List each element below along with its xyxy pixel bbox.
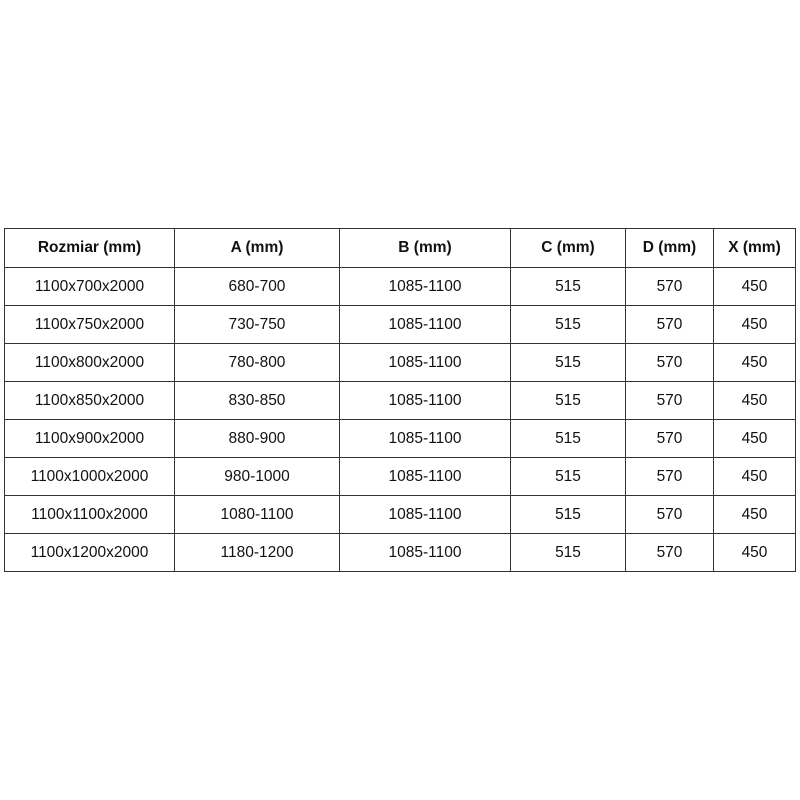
cell-x: 450	[713, 495, 796, 534]
cell-c: 515	[510, 457, 626, 496]
cell-c: 515	[510, 305, 626, 344]
cell-b: 1085-1100	[339, 419, 511, 458]
cell-d: 570	[625, 419, 714, 458]
table-row: 1100x1200x2000 1180-1200 1085-1100 515 570 45…	[4, 533, 796, 572]
cell-a: 980-1000	[174, 457, 340, 496]
cell-a: 830-850	[174, 381, 340, 420]
table-row: 1100x1100x2000 1080-1100 1085-1100 515 570 45…	[4, 495, 796, 534]
header-a: A (mm)	[174, 228, 340, 268]
cell-c: 515	[510, 267, 626, 306]
cell-x: 450	[713, 457, 796, 496]
cell-size: 1100x700x2000	[4, 267, 175, 306]
header-b: B (mm)	[339, 228, 511, 268]
cell-b: 1085-1100	[339, 343, 511, 382]
table-row: 1100x700x2000 680-700 1085-1100 515 570 450	[4, 267, 796, 306]
cell-d: 570	[625, 343, 714, 382]
cell-d: 570	[625, 267, 714, 306]
cell-c: 515	[510, 495, 626, 534]
header-x: X (mm)	[713, 228, 796, 268]
cell-size: 1100x1000x2000	[4, 457, 175, 496]
cell-c: 515	[510, 419, 626, 458]
cell-b: 1085-1100	[339, 457, 511, 496]
cell-size: 1100x1200x2000	[4, 533, 175, 572]
table-row: 1100x1000x2000 980-1000 1085-1100 515 570 450	[4, 457, 796, 496]
cell-d: 570	[625, 495, 714, 534]
cell-x: 450	[713, 419, 796, 458]
table-row: 1100x800x2000 780-800 1085-1100 515 570 450	[4, 343, 796, 382]
header-size: Rozmiar (mm)	[4, 228, 175, 268]
cell-b: 1085-1100	[339, 533, 511, 572]
cell-c: 515	[510, 381, 626, 420]
table-row: 1100x750x2000 730-750 1085-1100 515 570 450	[4, 305, 796, 344]
cell-a: 880-900	[174, 419, 340, 458]
cell-d: 570	[625, 305, 714, 344]
dimensions-table: Rozmiar (mm) A (mm) B (mm) C (mm) D (mm)…	[4, 228, 796, 572]
cell-x: 450	[713, 381, 796, 420]
cell-a: 1180-1200	[174, 533, 340, 572]
cell-a: 780-800	[174, 343, 340, 382]
cell-b: 1085-1100	[339, 495, 511, 534]
table-row: 1100x850x2000 830-850 1085-1100 515 570 450	[4, 381, 796, 420]
cell-c: 515	[510, 343, 626, 382]
cell-size: 1100x850x2000	[4, 381, 175, 420]
header-d: D (mm)	[625, 228, 714, 268]
cell-a: 1080-1100	[174, 495, 340, 534]
cell-size: 1100x800x2000	[4, 343, 175, 382]
cell-d: 570	[625, 533, 714, 572]
cell-b: 1085-1100	[339, 267, 511, 306]
cell-x: 450	[713, 533, 796, 572]
cell-b: 1085-1100	[339, 381, 511, 420]
cell-b: 1085-1100	[339, 305, 511, 344]
cell-size: 1100x900x2000	[4, 419, 175, 458]
header-row: Rozmiar (mm) A (mm) B (mm) C (mm) D (mm)…	[4, 228, 796, 268]
cell-x: 450	[713, 343, 796, 382]
cell-d: 570	[625, 381, 714, 420]
cell-a: 730-750	[174, 305, 340, 344]
cell-size: 1100x1100x2000	[4, 495, 175, 534]
cell-x: 450	[713, 305, 796, 344]
cell-c: 515	[510, 533, 626, 572]
header-c: C (mm)	[510, 228, 626, 268]
cell-x: 450	[713, 267, 796, 306]
cell-d: 570	[625, 457, 714, 496]
cell-size: 1100x750x2000	[4, 305, 175, 344]
table-row: 1100x900x2000 880-900 1085-1100 515 570 450	[4, 419, 796, 458]
cell-a: 680-700	[174, 267, 340, 306]
